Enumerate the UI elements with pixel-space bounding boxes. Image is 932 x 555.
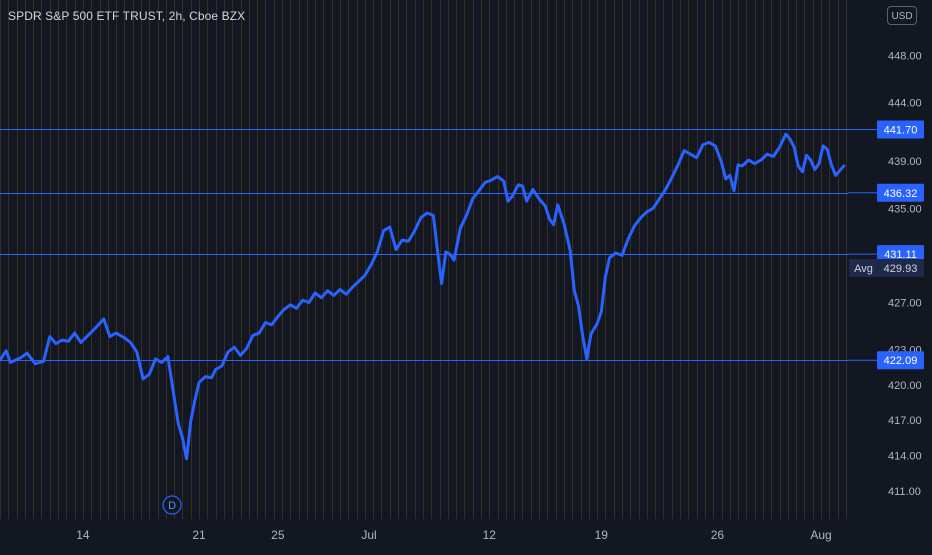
- hline-label-bg: [877, 120, 924, 139]
- x-tick-label: 19: [595, 528, 609, 542]
- y-axis-ticks: 411.00414.00417.00420.00423.00427.00431.…: [888, 50, 922, 497]
- x-tick-label: Aug: [810, 528, 831, 542]
- x-axis-ticks: 14 21 25 Jul 12 19 26 Aug: [76, 528, 831, 542]
- hline-label-bg: [877, 245, 924, 264]
- y-tick-label: 417.00: [888, 415, 922, 427]
- y-tick-label: 411.00: [888, 486, 921, 498]
- hline-label: 441.70: [884, 124, 918, 136]
- x-tick-label: 26: [711, 528, 725, 542]
- x-tick-label: 12: [483, 528, 497, 542]
- hline-label-bg: [877, 351, 924, 370]
- avg-tag: Avg: [854, 263, 873, 275]
- avg-tag-bg: [849, 258, 878, 277]
- y-tick-label: 448.00: [888, 50, 922, 62]
- dividend-circle[interactable]: [162, 495, 182, 515]
- currency-button[interactable]: USD: [887, 6, 917, 25]
- series-line[interactable]: [0, 132, 846, 461]
- dividend-label: D: [168, 500, 176, 512]
- dividend-marker[interactable]: D: [162, 495, 182, 515]
- hline-label: 431.11: [884, 249, 917, 261]
- symbol-title[interactable]: SPDR S&P 500 ETF TRUST, 2h, Cboe BZX: [8, 9, 246, 23]
- horizontal-line-labels: 441.70 436.32 431.11 422.09: [848, 120, 924, 370]
- y-tick-label: 420.00: [888, 380, 922, 392]
- y-tick-label: 444.00: [888, 97, 922, 109]
- hline-label: 422.09: [884, 355, 918, 367]
- vertical-grid: [0, 0, 847, 519]
- x-tick-label: 25: [271, 528, 285, 542]
- time-scale[interactable]: [0, 519, 848, 550]
- x-tick-label: Jul: [361, 528, 376, 542]
- y-tick-label: 439.00: [888, 156, 922, 168]
- hline-label: 436.32: [884, 188, 918, 200]
- horizontal-lines: [0, 129, 848, 361]
- x-tick-label: 21: [192, 528, 206, 542]
- series-layer: [0, 132, 846, 461]
- avg-value: 429.93: [884, 263, 918, 275]
- y-tick-label: 435.00: [888, 203, 922, 215]
- y-tick-label: 414.00: [888, 450, 922, 462]
- x-tick-label: 14: [76, 528, 90, 542]
- y-tick-label: 427.00: [888, 297, 922, 309]
- avg-value-bg: [877, 258, 924, 277]
- hline-label-bg: [877, 183, 924, 202]
- average-label: Avg 429.93: [849, 258, 924, 277]
